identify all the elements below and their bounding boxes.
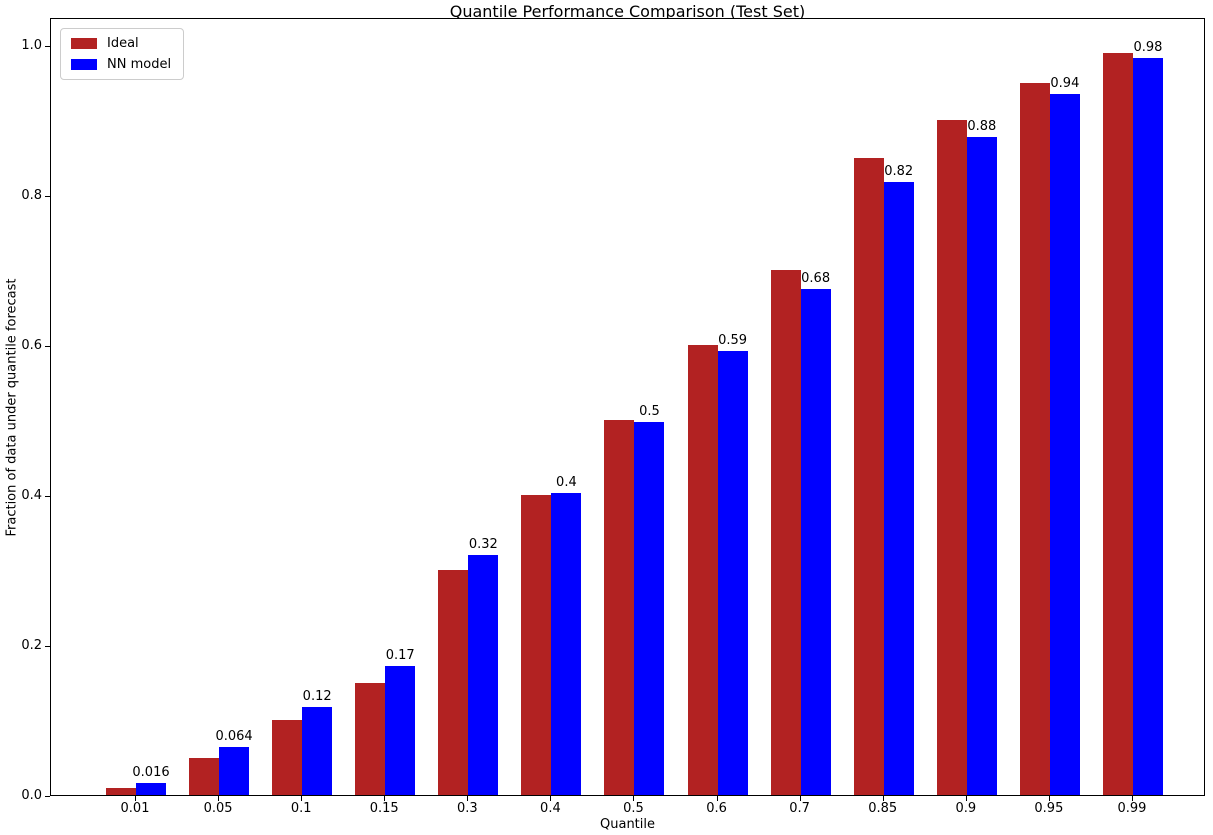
bar-ideal-0.6	[687, 345, 718, 795]
y-tick-label-0.0: 0.0	[21, 788, 42, 803]
bar-value-label-0.99: 0.98	[1133, 39, 1163, 55]
bar-nn-model-0.05	[219, 747, 250, 795]
x-tick-label-0.9: 0.9	[955, 801, 977, 816]
bar-ideal-0.85	[853, 157, 884, 795]
x-tick-mark	[716, 796, 718, 801]
bar-nn-model-0.99	[1132, 57, 1163, 795]
x-tick-mark	[550, 796, 552, 801]
y-tick-mark	[45, 346, 50, 347]
y-tick-label-0.4: 0.4	[21, 488, 42, 503]
bar-value-label-0.9: 0.88	[967, 118, 997, 134]
x-tick-mark	[218, 796, 220, 801]
bar-value-label-0.15: 0.17	[385, 648, 415, 663]
bar-ideal-0.99	[1102, 52, 1133, 795]
bar-ideal-0.05	[189, 757, 220, 795]
bar-value-label-0.1: 0.12	[302, 688, 332, 704]
y-tick-label-1.0: 1.0	[21, 38, 42, 53]
x-tick-mark	[1131, 796, 1133, 801]
x-tick-mark	[965, 796, 967, 801]
x-tick-mark	[1048, 796, 1050, 801]
bar-ideal-0.5	[604, 420, 635, 795]
x-tick-label-0.7: 0.7	[789, 801, 810, 816]
bar-ideal-0.4	[521, 495, 552, 795]
legend-label: NN model	[107, 57, 172, 72]
bar-value-label-0.4: 0.4	[556, 474, 577, 490]
x-tick-mark	[799, 796, 801, 801]
bar-ideal-0.7	[770, 270, 801, 795]
x-tick-mark	[384, 796, 386, 801]
x-tick-label-0.15: 0.15	[369, 801, 399, 816]
x-tick-label-0.01: 0.01	[120, 801, 150, 816]
x-tick-label-0.1: 0.1	[290, 801, 312, 816]
x-tick-mark	[135, 796, 136, 801]
bar-nn-model-0.9	[966, 136, 997, 795]
plot-area: Ideal NN model 0.016 0.064 0.12 0.17 0.32 0.4 0…	[50, 18, 1205, 796]
x-tick-label-0.99: 0.99	[1117, 801, 1147, 816]
y-tick-label-0.6: 0.6	[21, 338, 42, 353]
legend: Ideal NN model	[60, 28, 185, 80]
bar-nn-model-0.1	[302, 706, 333, 795]
y-tick-mark	[45, 196, 50, 197]
y-axis-label: Fraction of data under quantile forecast	[4, 278, 20, 537]
bar-ideal-0.9	[936, 120, 967, 795]
x-tick-label-0.85: 0.85	[868, 801, 898, 816]
chart-title: Quantile Performance Comparison (Test Se…	[449, 2, 806, 21]
y-tick-label-0.2: 0.2	[21, 638, 42, 653]
legend-swatch-icon	[71, 38, 97, 49]
bar-value-label-0.01: 0.016	[132, 765, 170, 780]
y-tick-label-0.8: 0.8	[21, 188, 42, 203]
bar-nn-model-0.3	[468, 555, 499, 795]
bar-value-label-0.5: 0.5	[639, 404, 660, 420]
bar-nn-model-0.7	[800, 288, 831, 795]
bar-nn-model-0.85	[883, 181, 914, 795]
x-tick-label-0.05: 0.05	[203, 801, 233, 816]
bar-value-label-0.85: 0.82	[884, 163, 914, 179]
x-tick-label-0.6: 0.6	[706, 801, 727, 816]
legend-entry-nn-model: NN model	[71, 57, 171, 72]
x-tick-mark	[467, 796, 469, 801]
x-tick-label-0.3: 0.3	[456, 801, 478, 816]
y-tick-mark	[45, 46, 50, 47]
x-tick-label-0.95: 0.95	[1034, 801, 1064, 816]
x-tick-label-0.4: 0.4	[540, 801, 561, 816]
bar-nn-model-0.01	[136, 783, 166, 795]
x-tick-label-0.5: 0.5	[623, 801, 644, 816]
bar-value-label-0.6: 0.59	[718, 333, 748, 348]
bar-nn-model-0.4	[551, 492, 582, 795]
bar-ideal-0.3	[438, 570, 469, 795]
y-tick-mark	[45, 646, 50, 647]
bar-ideal-0.95	[1019, 82, 1050, 795]
x-axis-label: Quantile	[600, 817, 655, 832]
bar-ideal-0.15	[355, 682, 386, 795]
bar-ideal-0.1	[272, 720, 303, 795]
legend-label: Ideal	[107, 36, 139, 51]
legend-swatch-icon	[71, 59, 97, 70]
bar-nn-model-0.6	[717, 351, 748, 795]
bar-nn-model-0.5	[634, 422, 665, 795]
y-tick-mark	[45, 496, 50, 497]
bar-nn-model-0.15	[385, 666, 416, 795]
bar-value-label-0.7: 0.68	[801, 270, 831, 286]
legend-entry-ideal: Ideal	[71, 36, 171, 51]
bar-value-label-0.3: 0.32	[468, 537, 498, 552]
x-tick-mark	[633, 796, 635, 801]
y-tick-mark	[45, 796, 50, 797]
bar-value-label-0.95: 0.94	[1050, 75, 1080, 91]
bar-nn-model-0.95	[1049, 93, 1080, 795]
x-tick-mark	[882, 796, 884, 801]
bar-ideal-0.01	[106, 787, 136, 795]
bar-value-label-0.05: 0.064	[215, 729, 253, 744]
x-tick-mark	[301, 796, 303, 801]
